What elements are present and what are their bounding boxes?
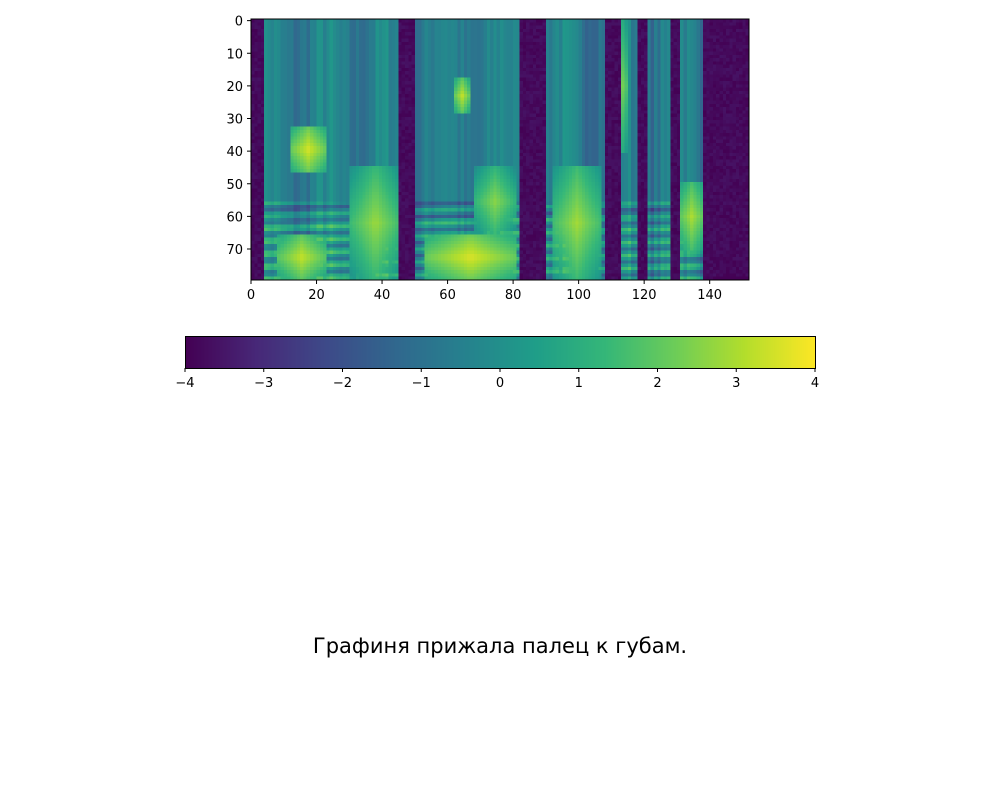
x-tick-label: 100: [566, 288, 591, 303]
caption: Графиня прижала палец к губам.: [312, 634, 688, 658]
x-tick-label: 60: [439, 288, 456, 303]
colorbar-tick-label: −4: [175, 376, 194, 391]
y-tick-label: 70: [226, 243, 243, 258]
x-tick-label: 40: [374, 288, 391, 303]
x-tick-label: 120: [632, 288, 657, 303]
colorbar-tick-label: −3: [254, 376, 273, 391]
colorbar-tick-label: 3: [732, 376, 740, 391]
colorbar-tick-label: 0: [496, 376, 504, 391]
colorbar-frame: [185, 336, 816, 369]
colorbar-axis: −4 −3 −2 −1 0 1 2 3 4: [175, 368, 819, 391]
heatmap-frame: [250, 18, 750, 281]
spectrogram-heatmap: [251, 19, 749, 280]
y-tick-label: 50: [226, 178, 243, 193]
y-tick-label: 0: [235, 15, 243, 30]
colorbar-tick-label: 2: [653, 376, 661, 391]
x-tick-label: 0: [247, 288, 255, 303]
colorbar-tick-label: −2: [333, 376, 352, 391]
y-tick-label: 60: [226, 210, 243, 225]
colorbar-tick-label: −1: [412, 376, 431, 391]
y-tick-label: 40: [226, 145, 243, 160]
colorbar-tick-label: 4: [811, 376, 819, 391]
y-tick-label: 20: [226, 80, 243, 95]
y-tick-label: 30: [226, 113, 243, 128]
heatmap-y-axis: 0 10 20 30 40 50 60 70: [226, 15, 251, 258]
x-tick-label: 140: [697, 288, 722, 303]
heatmap-x-axis: 0 20 40 60 80 100 120 140: [247, 280, 722, 303]
y-tick-label: 10: [226, 47, 243, 62]
x-tick-label: 20: [308, 288, 325, 303]
x-tick-label: 80: [505, 288, 522, 303]
colorbar-tick-label: 1: [575, 376, 583, 391]
colorbar-gradient: [185, 336, 815, 368]
